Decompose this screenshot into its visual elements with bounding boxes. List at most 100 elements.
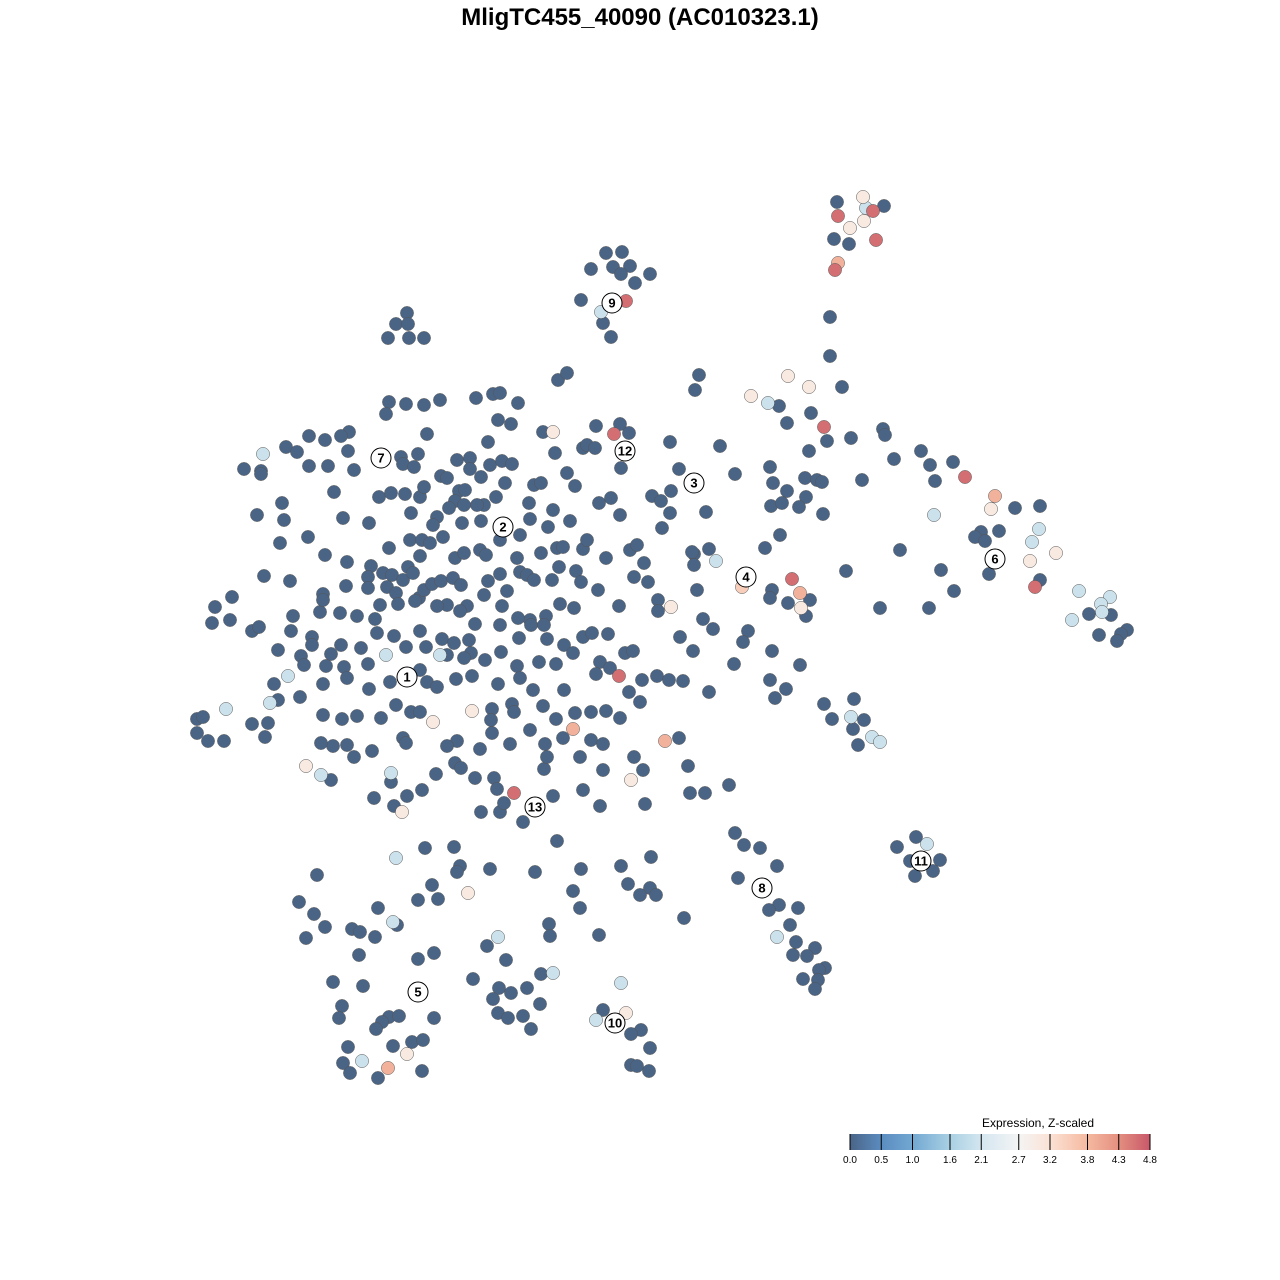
- data-point: [435, 632, 449, 646]
- data-point: [396, 573, 410, 587]
- data-point: [550, 834, 564, 848]
- chart-title: MligTC455_40090 (AC010323.1): [461, 4, 819, 31]
- data-point: [336, 511, 350, 525]
- data-point: [468, 771, 482, 785]
- data-point: [1023, 554, 1037, 568]
- legend-tick-label: 2.7: [1012, 1155, 1026, 1166]
- data-point: [384, 766, 398, 780]
- data-point: [457, 498, 471, 512]
- data-point: [494, 645, 508, 659]
- legend-tick-label: 4.8: [1143, 1155, 1157, 1166]
- data-point: [484, 713, 498, 727]
- data-point: [893, 543, 907, 557]
- data-point: [627, 570, 641, 584]
- cluster-label: 10: [604, 1012, 626, 1034]
- cluster-label: 4: [735, 566, 757, 588]
- data-point: [763, 591, 777, 605]
- data-point: [686, 644, 700, 658]
- data-point: [386, 1039, 400, 1053]
- cluster-label: 8: [751, 877, 773, 899]
- data-point: [343, 1066, 357, 1080]
- data-point: [275, 496, 289, 510]
- data-point: [318, 920, 332, 934]
- data-point: [478, 653, 492, 667]
- cluster-label: 11: [910, 850, 932, 872]
- data-point: [355, 1054, 369, 1068]
- data-point: [844, 431, 858, 445]
- data-point: [566, 722, 580, 736]
- data-point: [382, 541, 396, 555]
- data-point: [225, 590, 239, 604]
- data-point: [463, 462, 477, 476]
- data-point: [534, 967, 548, 981]
- data-point: [457, 651, 471, 665]
- data-point: [389, 851, 403, 865]
- data-point: [481, 574, 495, 588]
- cluster-label-badge: [407, 981, 429, 1003]
- data-point: [552, 560, 566, 574]
- data-point: [658, 734, 672, 748]
- data-point: [365, 744, 379, 758]
- data-point: [808, 982, 822, 996]
- data-point: [474, 470, 488, 484]
- data-point: [391, 597, 405, 611]
- data-point: [549, 657, 563, 671]
- data-point: [1065, 613, 1079, 627]
- data-point: [584, 733, 598, 747]
- data-point: [490, 782, 504, 796]
- data-point: [753, 841, 767, 855]
- data-point: [624, 1027, 638, 1041]
- data-point: [527, 573, 541, 587]
- data-point: [453, 604, 467, 618]
- legend-tick-label: 0.5: [874, 1155, 888, 1166]
- data-point: [524, 618, 538, 632]
- data-point: [947, 584, 961, 598]
- data-point: [823, 310, 837, 324]
- data-point: [599, 551, 613, 565]
- data-point: [613, 508, 627, 522]
- data-point: [201, 734, 215, 748]
- data-point: [341, 444, 355, 458]
- data-point: [662, 673, 676, 687]
- data-point: [537, 618, 551, 632]
- data-point: [677, 911, 691, 925]
- legend-tick-label: 1.6: [943, 1155, 957, 1166]
- data-point: [672, 462, 686, 476]
- data-point: [731, 871, 745, 885]
- data-point: [400, 789, 414, 803]
- data-point: [568, 706, 582, 720]
- data-point: [454, 761, 468, 775]
- data-point: [498, 476, 512, 490]
- data-point: [1025, 535, 1039, 549]
- cluster-label-badge: [751, 877, 773, 899]
- data-point: [553, 597, 567, 611]
- data-point: [655, 521, 669, 535]
- data-point: [465, 704, 479, 718]
- data-point: [823, 349, 837, 363]
- data-point: [663, 435, 677, 449]
- data-point: [557, 638, 571, 652]
- data-point: [415, 1064, 429, 1078]
- data-point: [479, 548, 493, 562]
- data-point: [612, 669, 626, 683]
- data-point: [301, 530, 315, 544]
- data-point: [536, 699, 550, 713]
- data-point: [497, 796, 511, 810]
- data-point: [607, 427, 621, 441]
- data-point: [430, 680, 444, 694]
- data-point: [493, 618, 507, 632]
- cluster-label-text: 2: [499, 520, 506, 535]
- data-point: [928, 474, 942, 488]
- data-point: [326, 975, 340, 989]
- data-point: [633, 888, 647, 902]
- data-point: [332, 1011, 346, 1025]
- data-point: [336, 1056, 350, 1070]
- data-point: [314, 736, 328, 750]
- data-point: [763, 460, 777, 474]
- data-point: [793, 586, 807, 600]
- data-point: [541, 520, 555, 534]
- cluster-label: 7: [370, 447, 392, 469]
- data-point: [507, 705, 521, 719]
- data-point: [513, 671, 527, 685]
